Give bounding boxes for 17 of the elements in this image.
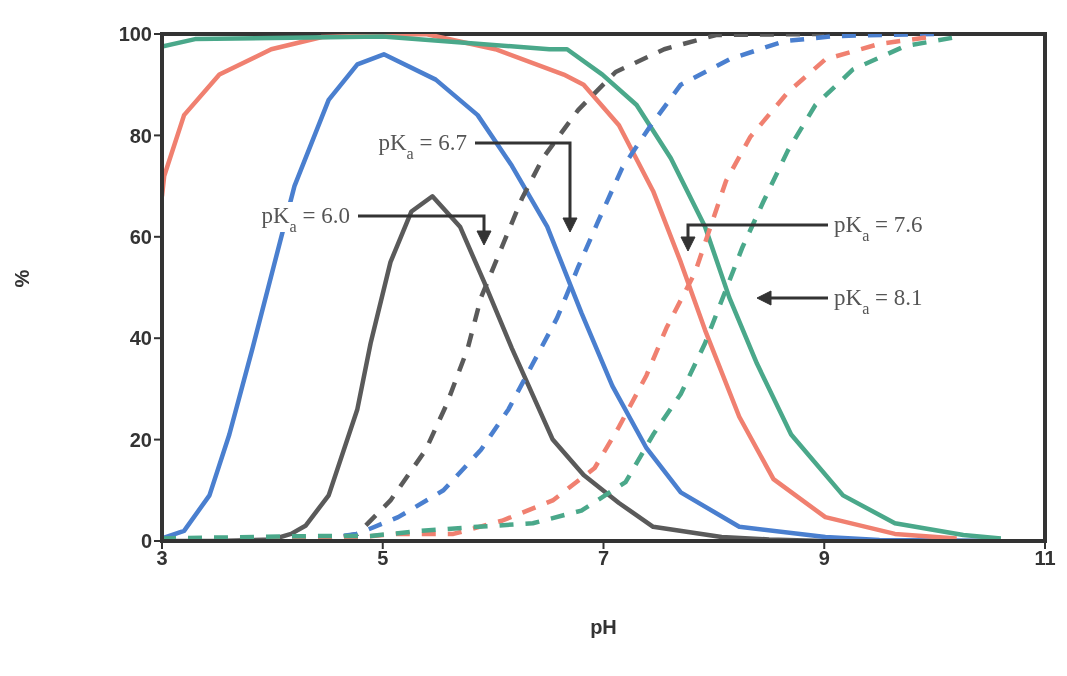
annotation: pK$_{a}$ = 6.0 <box>261 203 350 235</box>
y-tick-label: 20 <box>129 428 152 451</box>
y-axis-title: % <box>11 269 34 288</box>
y-tick-label: 100 <box>118 23 152 46</box>
x-tick-label: 7 <box>597 547 610 570</box>
y-tick-label: 40 <box>129 327 152 350</box>
y-tick-label: 80 <box>129 124 152 147</box>
annotation: pK$_{a}$ = 7.6 <box>834 212 923 244</box>
annotation: pK$_{a}$ = 8.1 <box>834 285 923 317</box>
x-tick-label: 9 <box>818 547 830 570</box>
y-tick-label: 0 <box>140 530 152 553</box>
x-tick-label: 3 <box>156 547 168 570</box>
annotation: pK$_{a}$ = 6.7 <box>378 130 467 162</box>
y-tick-label: 60 <box>129 225 152 248</box>
x-tick-label: 11 <box>1034 547 1056 570</box>
x-axis-title: pH <box>590 616 617 638</box>
x-tick-label: 5 <box>377 547 389 570</box>
